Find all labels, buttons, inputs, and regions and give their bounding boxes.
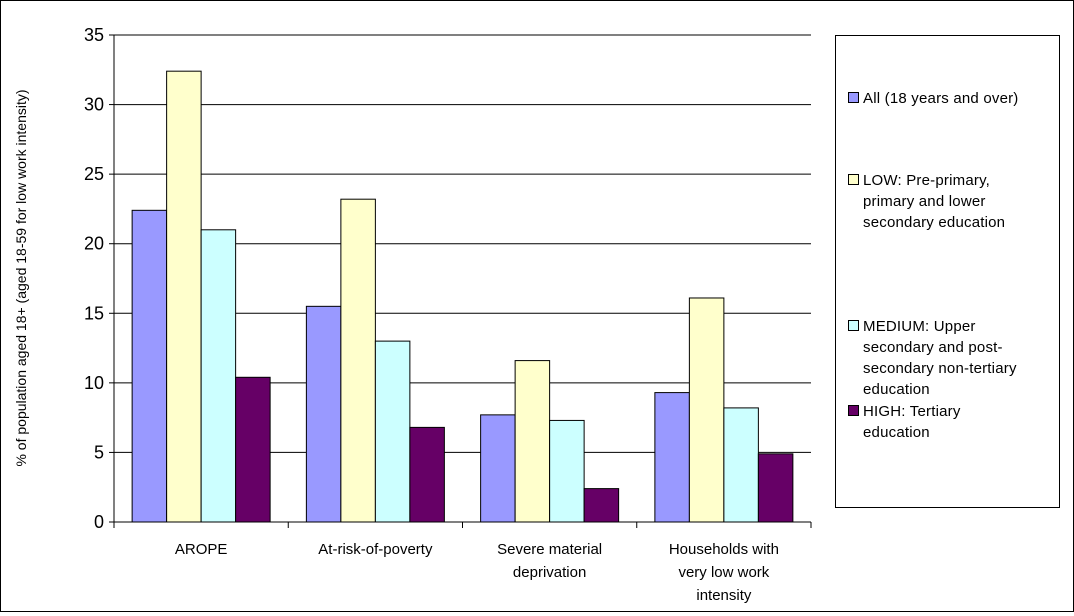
bar <box>166 70 202 523</box>
legend-label: MEDIUM: Upper secondary and post- second… <box>863 318 1017 398</box>
legend-swatch <box>848 92 859 103</box>
bars <box>131 70 794 523</box>
y-tick-label: 10 <box>84 373 104 393</box>
bar <box>480 414 516 523</box>
y-tick-label: 20 <box>84 234 104 254</box>
legend-item: MEDIUM: Upper secondary and post- second… <box>848 316 1017 400</box>
legend-swatch <box>848 320 859 331</box>
legend: All (18 years and over) LOW: Pre-primary,… <box>835 35 1060 508</box>
legend-label: HIGH: Tertiary education <box>863 403 961 441</box>
x-tick-label: intensity <box>696 587 752 604</box>
bar <box>757 453 794 523</box>
axes <box>109 34 812 528</box>
bar <box>305 305 342 523</box>
legend-item: All (18 years and over) <box>848 88 1019 109</box>
legend-label: All (18 years and over) <box>863 90 1019 107</box>
y-tick-label: 5 <box>94 442 104 462</box>
bar <box>200 229 237 523</box>
bar <box>583 488 620 523</box>
y-tick-label: 0 <box>94 512 104 532</box>
bar <box>131 209 168 523</box>
y-tick-label: 30 <box>84 95 104 115</box>
x-tick-label: AROPE <box>175 541 228 558</box>
bar <box>340 198 376 523</box>
bar <box>374 340 411 523</box>
x-tick-label: Households with <box>669 541 779 558</box>
bar <box>688 297 725 523</box>
bar <box>654 392 690 523</box>
x-tick-label: At-risk-of-poverty <box>318 541 433 558</box>
bar <box>723 407 759 523</box>
x-tick-label: very low work <box>678 564 769 581</box>
bar <box>549 419 585 523</box>
y-tick-label: 15 <box>84 303 104 323</box>
x-tick-label: Severe material <box>497 541 602 558</box>
y-tick-label: 35 <box>84 25 104 45</box>
bar <box>514 360 551 523</box>
y-tick-label: 25 <box>84 164 104 184</box>
bar <box>235 376 271 523</box>
legend-swatch <box>848 174 859 185</box>
x-tick-label: deprivation <box>513 564 586 581</box>
legend-item: HIGH: Tertiary education <box>848 401 961 443</box>
legend-swatch <box>848 405 859 416</box>
legend-label: LOW: Pre-primary, primary and lower seco… <box>863 172 1006 231</box>
bar <box>409 426 445 523</box>
legend-item: LOW: Pre-primary, primary and lower seco… <box>848 170 1005 233</box>
y-axis-title: % of population aged 18+ (aged 18-59 for… <box>13 89 29 466</box>
tick-labels: 0 5 10 15 20 25 30 35 AROPE At-risk-of-poverty Sev… <box>84 25 779 604</box>
